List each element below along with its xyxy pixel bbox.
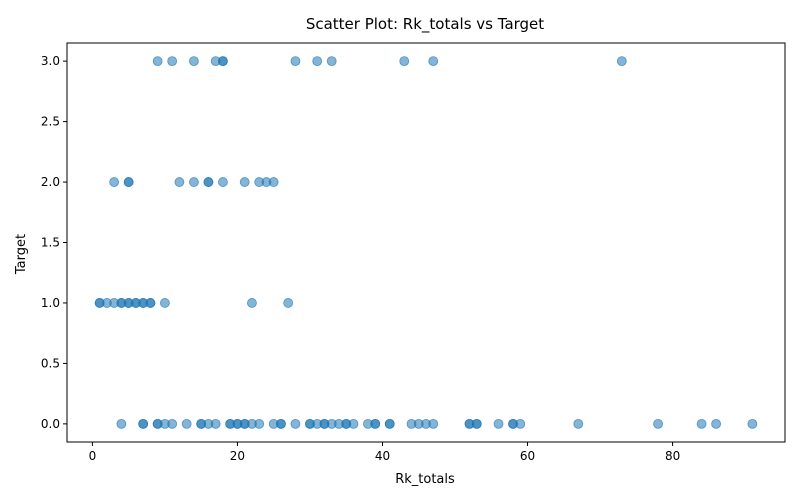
y-axis-label: Target	[14, 234, 29, 275]
y-tick-label: 1.0	[41, 296, 60, 310]
y-axis-ticks: 0.0 0.5 1.0 1.5 2.0 2.5 3.0	[41, 54, 67, 431]
data-point	[123, 177, 134, 187]
y-tick-label: 3.0	[41, 54, 60, 68]
data-point	[384, 418, 395, 429]
y-tick-label: 0.0	[41, 417, 60, 431]
x-tick-label: 40	[375, 449, 390, 463]
data-point	[145, 298, 156, 308]
data-point	[653, 418, 663, 429]
data-point	[109, 177, 120, 187]
data-point	[711, 418, 722, 429]
chart-title: Scatter Plot: Rk_totals vs Target	[306, 15, 544, 34]
data-point	[189, 177, 199, 187]
data-point	[283, 298, 294, 308]
data-point	[174, 177, 185, 187]
data-point	[138, 418, 149, 429]
data-point	[167, 56, 178, 67]
data-point	[428, 418, 439, 429]
y-tick-label: 2.0	[41, 175, 60, 189]
x-tick-label: 20	[230, 449, 245, 463]
data-point	[428, 56, 439, 67]
y-tick-label: 2.5	[41, 115, 60, 129]
x-axis-label: Rk_totals	[395, 472, 455, 487]
data-point	[254, 418, 265, 429]
data-point	[399, 56, 410, 67]
data-point	[167, 418, 178, 429]
data-point	[181, 418, 192, 429]
data-point	[268, 177, 279, 187]
data-point	[239, 177, 250, 187]
data-point	[210, 418, 221, 429]
data-point	[218, 177, 228, 187]
x-tick-label: 0	[89, 449, 97, 463]
y-tick-label: 1.5	[41, 236, 60, 250]
data-point	[616, 56, 627, 67]
data-point	[696, 418, 707, 429]
data-points	[94, 56, 758, 429]
data-point	[218, 56, 228, 67]
y-tick-label: 0.5	[41, 356, 60, 370]
x-axis-ticks: 0 20 40 60 80	[89, 442, 680, 463]
data-point	[747, 418, 758, 429]
data-point	[515, 418, 526, 429]
data-point	[312, 56, 323, 67]
data-point	[189, 56, 199, 67]
data-point	[290, 418, 301, 429]
data-point	[203, 177, 214, 187]
data-point	[247, 298, 257, 308]
data-point	[326, 56, 337, 67]
data-point	[152, 56, 163, 67]
data-point	[116, 418, 127, 429]
data-point	[573, 418, 584, 429]
x-tick-label: 80	[665, 449, 680, 463]
x-tick-label: 60	[520, 449, 535, 463]
data-point	[493, 418, 504, 429]
data-point	[370, 418, 381, 429]
data-point	[290, 56, 301, 67]
data-point	[348, 418, 359, 429]
data-point	[160, 298, 170, 308]
data-point	[471, 418, 482, 429]
data-point	[276, 418, 286, 429]
